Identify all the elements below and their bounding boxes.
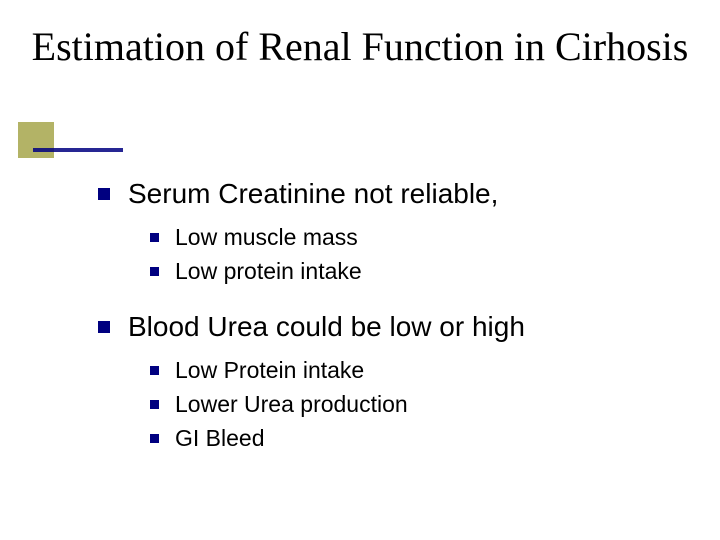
list-item: GI Bleed <box>150 424 658 454</box>
list-item-text: GI Bleed <box>175 424 265 454</box>
list-item-text: Low protein intake <box>175 257 362 287</box>
slide-title: Estimation of Renal Function in Cirhosis <box>0 24 720 70</box>
list-item-text: Low Protein intake <box>175 356 364 386</box>
slide-body: Serum Creatinine not reliable, Low muscl… <box>98 176 658 475</box>
square-bullet-icon <box>150 434 159 443</box>
sublist: Low muscle mass Low protein intake <box>150 223 658 287</box>
list-item: Blood Urea could be low or high <box>98 309 658 344</box>
square-bullet-icon <box>98 321 110 333</box>
list-item: Serum Creatinine not reliable, <box>98 176 658 211</box>
sublist: Low Protein intake Lower Urea production… <box>150 356 658 454</box>
list-item: Lower Urea production <box>150 390 658 420</box>
square-bullet-icon <box>150 366 159 375</box>
list-item: Low protein intake <box>150 257 658 287</box>
accent-square <box>18 122 54 158</box>
list-item-text: Low muscle mass <box>175 223 358 253</box>
square-bullet-icon <box>150 233 159 242</box>
list-item-text: Lower Urea production <box>175 390 408 420</box>
list-item: Low Protein intake <box>150 356 658 386</box>
list-item-text: Blood Urea could be low or high <box>128 309 525 344</box>
square-bullet-icon <box>150 267 159 276</box>
list-item-text: Serum Creatinine not reliable, <box>128 176 498 211</box>
list-item: Low muscle mass <box>150 223 658 253</box>
square-bullet-icon <box>98 188 110 200</box>
slide: Estimation of Renal Function in Cirhosis… <box>0 0 720 540</box>
square-bullet-icon <box>150 400 159 409</box>
accent-bar <box>33 148 123 152</box>
